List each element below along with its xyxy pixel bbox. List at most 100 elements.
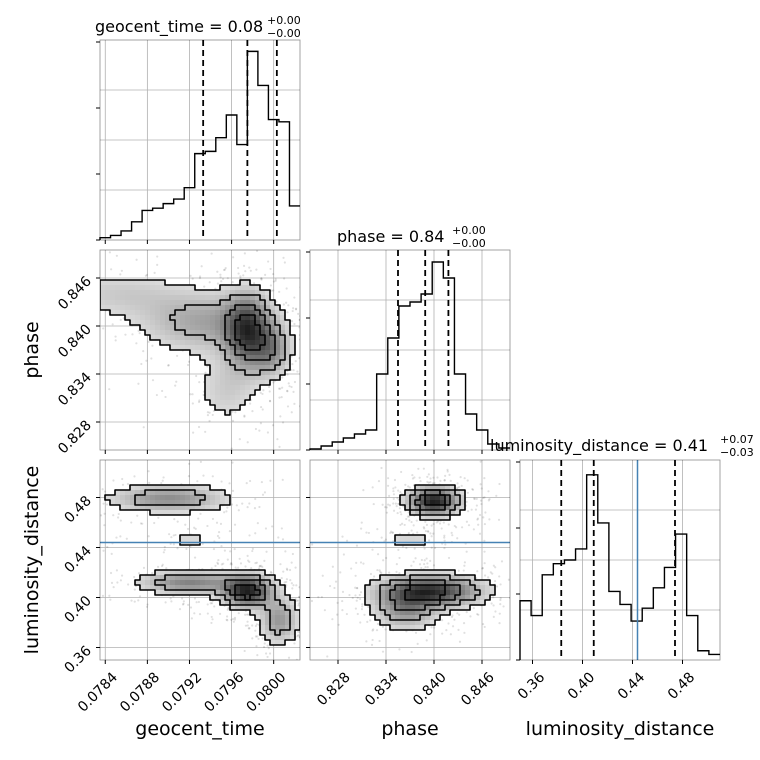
sample-point: [110, 552, 113, 556]
density-cell: [420, 605, 426, 611]
density-cell: [425, 590, 431, 596]
density-cell: [215, 300, 221, 306]
density-cell: [195, 575, 201, 581]
sample-point: [110, 581, 114, 585]
density-cell: [370, 590, 376, 596]
sample-point: [137, 599, 140, 602]
sample-point: [114, 335, 117, 338]
density-cell: [205, 385, 211, 391]
sample-point: [240, 457, 242, 459]
density-cell: [185, 290, 191, 296]
density-cell: [250, 605, 256, 611]
density-cell: [215, 340, 221, 346]
density-cell: [245, 375, 251, 381]
sample-point: [198, 613, 202, 616]
density-cell: [240, 595, 246, 601]
sample-point: [237, 509, 240, 512]
density-cell: [205, 580, 211, 586]
density-panel: [100, 280, 296, 416]
sample-point: [472, 528, 475, 531]
density-cell: [185, 575, 191, 581]
sample-point: [424, 529, 427, 533]
density-cell: [245, 370, 251, 376]
density-cell: [390, 575, 396, 581]
sample-point: [304, 631, 306, 633]
sample-point: [254, 532, 257, 535]
sample-point: [278, 290, 281, 293]
sample-point: [395, 570, 398, 573]
sample-point: [430, 546, 433, 549]
density-cell: [135, 505, 141, 511]
density-cell: [215, 505, 221, 511]
density-cell: [225, 500, 231, 506]
density-cell: [210, 490, 216, 496]
density-cell: [160, 305, 166, 311]
density-cell: [420, 625, 426, 631]
sample-point: [267, 647, 270, 650]
sample-point: [219, 273, 222, 276]
density-cell: [210, 580, 216, 586]
sample-point: [161, 563, 164, 566]
title-luminosity-distance-sup: +0.07: [720, 433, 754, 446]
sample-point: [284, 550, 287, 553]
density-cell: [220, 495, 226, 501]
density-cell: [110, 280, 116, 286]
density-cell: [260, 300, 266, 306]
sample-point: [133, 575, 136, 579]
density-cell: [415, 590, 421, 596]
sample-point: [214, 564, 217, 567]
sample-point: [443, 536, 446, 539]
sample-point: [119, 535, 122, 538]
sample-point: [241, 502, 244, 505]
density-cell: [425, 620, 431, 626]
density-cell: [180, 325, 186, 331]
sample-point: [458, 613, 461, 616]
density-cell: [175, 335, 181, 341]
density-cell: [225, 300, 231, 306]
density-cell: [180, 510, 186, 516]
density-cell: [415, 595, 421, 601]
density-cell: [430, 490, 436, 496]
density-cell: [230, 585, 236, 591]
sample-point: [243, 252, 246, 255]
density-cell: [275, 345, 281, 351]
sample-point: [163, 545, 166, 549]
sample-point: [153, 521, 156, 525]
density-cell: [425, 490, 431, 496]
density-cell: [220, 370, 226, 376]
sample-point: [198, 276, 202, 280]
sample-point: [125, 537, 128, 540]
sample-point: [156, 263, 159, 266]
sample-point: [247, 613, 250, 616]
density-cell: [265, 370, 271, 376]
density-cell: [220, 595, 226, 601]
panel-frame: [99, 39, 301, 241]
sample-point: [433, 481, 436, 485]
density-cell: [415, 485, 421, 491]
density-cell: [225, 570, 231, 576]
sample-point: [447, 556, 451, 560]
sample-point: [189, 545, 192, 548]
sample-point: [476, 517, 480, 520]
density-cell: [430, 605, 436, 611]
sample-point: [73, 528, 75, 530]
density-cell: [470, 590, 476, 596]
density-cell: [135, 305, 141, 311]
density-cell: [470, 575, 476, 581]
density-cell: [190, 290, 196, 296]
density-cell: [255, 585, 261, 591]
sample-point: [209, 602, 212, 605]
density-cell: [205, 350, 211, 356]
density-cell: [120, 295, 126, 301]
sample-point: [189, 606, 193, 609]
density-cell: [430, 505, 436, 511]
sample-point: [259, 405, 263, 409]
density-cell: [405, 580, 411, 586]
contour-level: [224, 304, 276, 361]
sample-point: [384, 628, 387, 631]
sample-point: [161, 389, 164, 393]
sample-point: [243, 414, 246, 417]
density-cell: [435, 595, 441, 601]
sample-point: [436, 520, 440, 523]
density-cell: [175, 330, 181, 336]
